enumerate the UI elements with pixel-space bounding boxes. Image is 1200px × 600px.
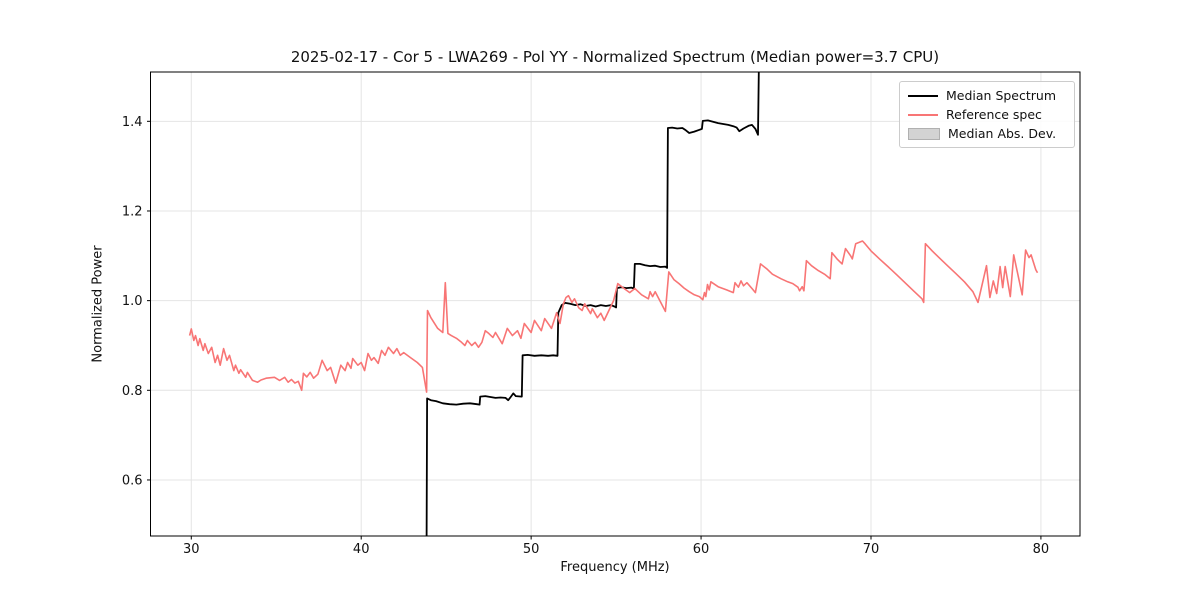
legend-entry-reference-spec: Reference spec: [908, 107, 1065, 122]
y-tick-label: 1.2: [122, 204, 143, 219]
y-tick-label: 0.6: [122, 473, 143, 488]
reference-spec-line-swatch: [908, 113, 938, 116]
legend-label: Median Abs. Dev.: [948, 126, 1057, 141]
x-tick-label: 80: [1033, 542, 1050, 557]
x-tick-label: 40: [353, 542, 370, 557]
median-abs-dev-patch-swatch: [908, 127, 940, 140]
y-tick-label: 1.0: [122, 294, 143, 309]
reference-spec-line: [188, 240, 1039, 393]
x-tick-label: 70: [863, 542, 880, 557]
plot-frame: [150, 71, 1081, 537]
median-spectrum-line: [425, 72, 760, 536]
x-tick-label: 50: [523, 542, 540, 557]
median-spectrum-line-swatch: [908, 94, 938, 97]
x-tick-label: 60: [693, 542, 710, 557]
x-axis-label: Frequency (MHz): [560, 560, 670, 575]
y-tick-label: 0.8: [122, 384, 143, 399]
legend-label: Median Spectrum: [946, 88, 1057, 103]
chart-title: 2025-02-17 - Cor 5 - LWA269 - Pol YY - N…: [290, 48, 940, 66]
x-tick-label: 30: [183, 542, 200, 557]
legend: Median Spectrum Reference spec Median Ab…: [899, 81, 1075, 148]
y-tick-label: 1.4: [122, 115, 143, 130]
legend-entry-median-spectrum: Median Spectrum: [908, 88, 1065, 103]
legend-entry-median-abs-dev: Median Abs. Dev.: [908, 126, 1065, 141]
legend-label: Reference spec: [946, 107, 1042, 122]
